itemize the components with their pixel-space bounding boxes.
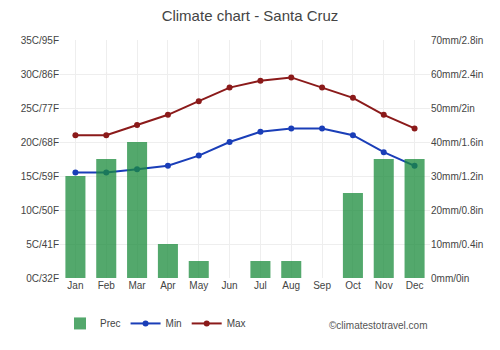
svg-text:50mm/2in: 50mm/2in (431, 103, 475, 114)
svg-text:40mm/1.6in: 40mm/1.6in (431, 137, 483, 148)
svg-text:Prec: Prec (100, 318, 121, 329)
svg-text:30mm/1.2in: 30mm/1.2in (431, 171, 483, 182)
svg-text:15C/59F: 15C/59F (21, 171, 59, 182)
svg-text:60mm/2.4in: 60mm/2.4in (431, 69, 483, 80)
svg-text:Dec: Dec (406, 280, 424, 291)
svg-text:Climate chart - Santa Cruz: Climate chart - Santa Cruz (162, 7, 339, 24)
svg-text:Max: Max (227, 318, 246, 329)
svg-text:20C/68F: 20C/68F (21, 137, 59, 148)
svg-text:Apr: Apr (160, 280, 176, 291)
svg-text:0mm/0in: 0mm/0in (431, 273, 469, 284)
svg-text:Jul: Jul (254, 280, 267, 291)
svg-text:35C/95F: 35C/95F (21, 35, 59, 46)
svg-text:10C/50F: 10C/50F (21, 205, 59, 216)
svg-text:70mm/2.8in: 70mm/2.8in (431, 35, 483, 46)
svg-text:©climatestotravel.com: ©climatestotravel.com (329, 320, 428, 331)
svg-text:25C/77F: 25C/77F (21, 103, 59, 114)
svg-text:5C/41F: 5C/41F (26, 239, 59, 250)
svg-text:20mm/0.8in: 20mm/0.8in (431, 205, 483, 216)
svg-text:Aug: Aug (282, 280, 300, 291)
svg-text:30C/86F: 30C/86F (21, 69, 59, 80)
svg-text:10mm/0.4in: 10mm/0.4in (431, 239, 483, 250)
svg-text:Jan: Jan (67, 280, 83, 291)
svg-text:Sep: Sep (313, 280, 331, 291)
svg-text:Jun: Jun (222, 280, 238, 291)
svg-text:Mar: Mar (128, 280, 146, 291)
svg-text:Feb: Feb (98, 280, 116, 291)
svg-text:0C/32F: 0C/32F (26, 273, 59, 284)
svg-text:May: May (189, 280, 208, 291)
svg-text:Min: Min (166, 318, 182, 329)
svg-text:Oct: Oct (345, 280, 361, 291)
svg-text:Nov: Nov (375, 280, 393, 291)
